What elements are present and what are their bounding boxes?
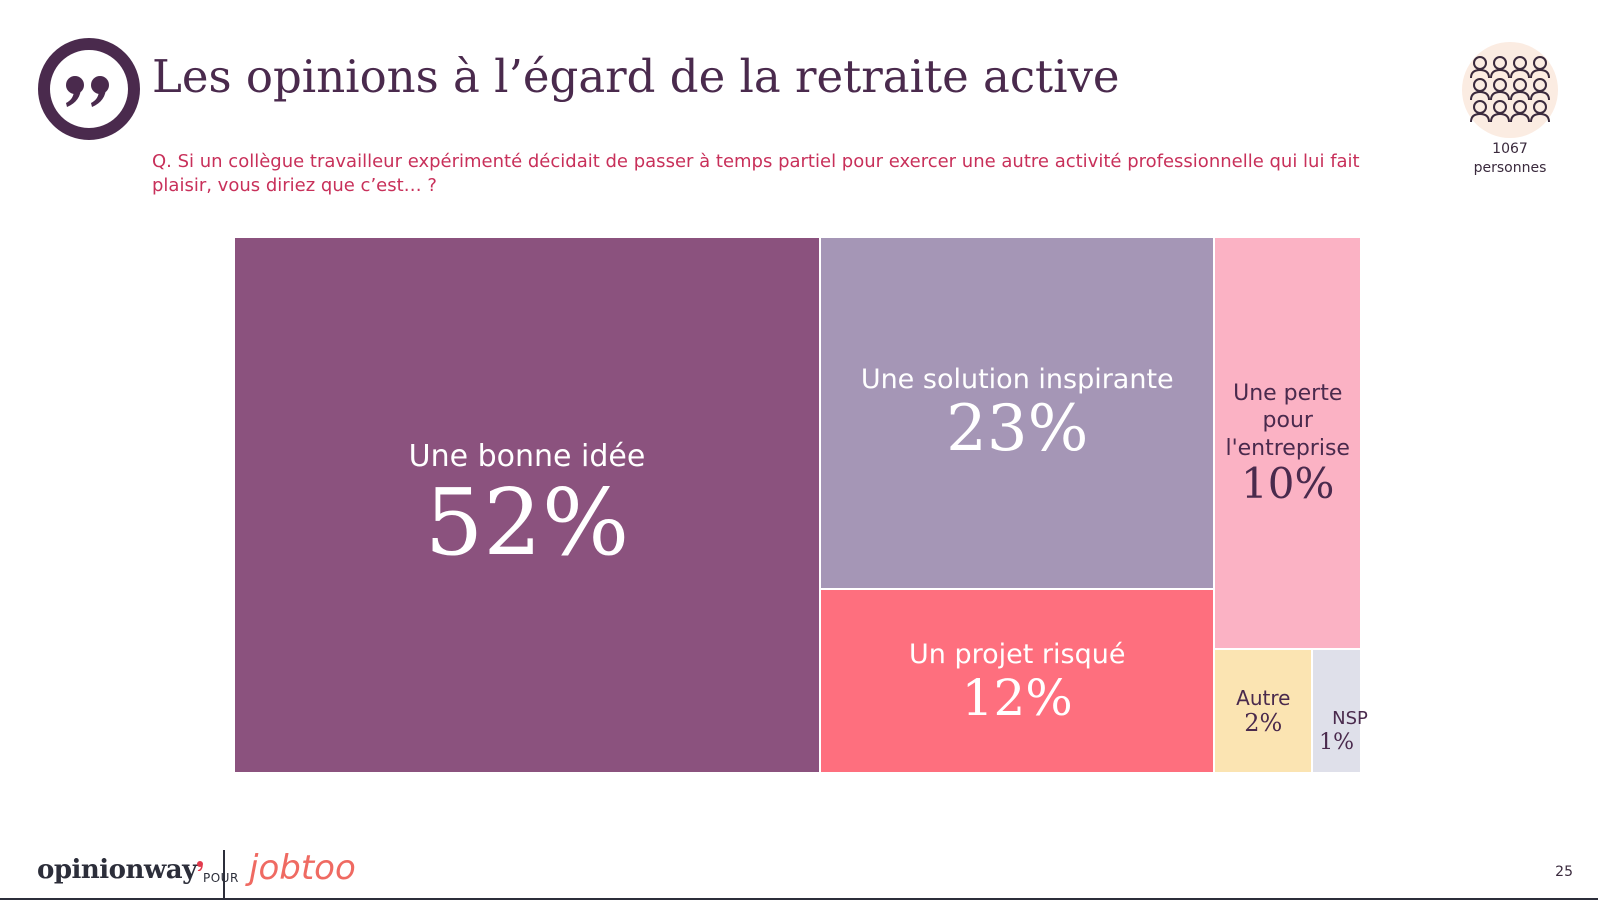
footer-logos: opinionway POUR jobtoo (37, 830, 437, 900)
connector-divider (223, 850, 225, 900)
people-group-icon (1462, 42, 1558, 138)
quote-icon (37, 37, 141, 141)
treemap-label: Une solution inspirante (860, 363, 1174, 395)
treemap-tile-content: Une perte pour l'entreprise 10% (1215, 238, 1360, 648)
treemap-tile-content: Une bonne idée 52% (235, 238, 819, 772)
treemap-value: 12% (961, 668, 1073, 727)
treemap-chart: Une bonne idée 52% Une solution inspirante… (235, 238, 1368, 774)
bottom-rule (0, 898, 1598, 900)
page-title: Les opinions à l’égard de la retraite ac… (152, 50, 1120, 103)
treemap-tile-un-projet-risque: Un projet risqué 12% (821, 590, 1214, 772)
page-number: 25 (1555, 864, 1573, 880)
treemap-tile-content: Autre 2% (1215, 650, 1311, 772)
treemap-tile-content: Un projet risqué 12% (821, 590, 1213, 772)
treemap-label: Un projet risqué (909, 638, 1126, 670)
treemap-tile-une-solution-inspirante: Une solution inspirante 23% (821, 238, 1214, 589)
jobtoo-logo: jobtoo (249, 848, 356, 888)
opinionway-logo: opinionway (37, 855, 197, 885)
treemap-label: Autre (1236, 686, 1291, 711)
treemap-tile-nsp: NSP 1% (1313, 650, 1368, 772)
sample-unit: personnes (1473, 159, 1547, 176)
treemap-label: Une perte pour l'entreprise (1225, 380, 1350, 461)
treemap-tile-autre: Autre 2% (1215, 650, 1312, 772)
treemap-value: 10% (1241, 459, 1335, 509)
treemap-tile-content: NSP 1% (1313, 650, 1368, 772)
treemap-value: 2% (1244, 709, 1283, 738)
sample-count: 1067 (1492, 141, 1528, 157)
connector-text: POUR (203, 871, 239, 885)
treemap-label: NSP (1332, 708, 1368, 730)
treemap-value: 1% (1319, 729, 1355, 755)
treemap-tile-une-perte-pour-l-entreprise: Une perte pour l'entreprise 10% (1215, 238, 1360, 649)
survey-question: Q. Si un collègue travailleur expériment… (152, 151, 1360, 197)
treemap-label: Une bonne idée (408, 438, 646, 474)
treemap-tile-une-bonne-idee: Une bonne idée 52% (235, 238, 820, 772)
sample-size: 1067 personnes (1458, 42, 1562, 178)
treemap-tile-content: Une solution inspirante 23% (821, 238, 1213, 588)
treemap-value: 52% (424, 469, 630, 577)
treemap-value: 23% (946, 392, 1089, 467)
brand-mark-icon (197, 861, 203, 871)
